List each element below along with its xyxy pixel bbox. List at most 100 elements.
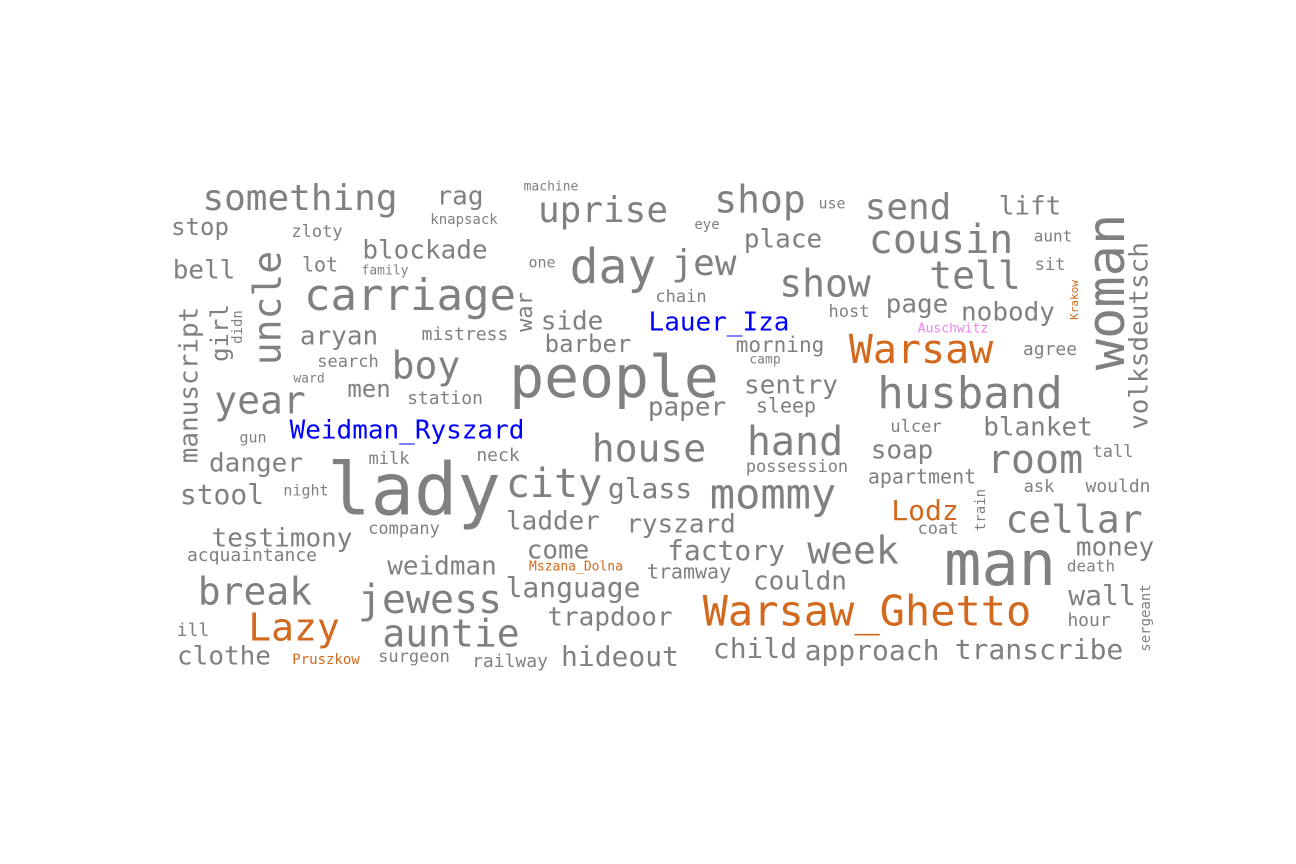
- cloud-word-station: station: [407, 388, 483, 409]
- cloud-word-stop: stop: [171, 213, 229, 241]
- cloud-word-jew: jew: [671, 243, 736, 284]
- cloud-word-wall: wall: [1068, 579, 1135, 612]
- cloud-word-woman: woman: [1077, 214, 1137, 371]
- cloud-word-lazy: Lazy: [248, 606, 340, 650]
- cloud-word-mommy: mommy: [710, 470, 836, 519]
- cloud-word-sit: sit: [1035, 255, 1066, 275]
- cloud-word-railway: railway: [472, 651, 548, 672]
- cloud-word-danger: danger: [209, 449, 303, 479]
- cloud-word-death: death: [1067, 557, 1115, 576]
- cloud-word-money: money: [1076, 533, 1154, 563]
- cloud-word-blanket: blanket: [983, 413, 1093, 443]
- cloud-word-aryan: aryan: [300, 322, 378, 352]
- cloud-word-manuscript: manuscript: [175, 307, 205, 464]
- cloud-word-lodz: Lodz: [891, 494, 958, 527]
- cloud-word-house: house: [592, 427, 706, 471]
- cloud-word-didn: didn: [230, 310, 246, 344]
- cloud-word-carriage: carriage: [304, 270, 516, 321]
- cloud-word-boy: boy: [392, 344, 461, 388]
- cloud-word-train: train: [973, 489, 989, 531]
- cloud-word-apartment: apartment: [868, 465, 976, 489]
- cloud-word-side: side: [541, 307, 604, 337]
- cloud-word-camp: camp: [749, 353, 780, 368]
- cloud-word-men: men: [347, 375, 390, 403]
- cloud-word-lift: lift: [999, 192, 1062, 222]
- cloud-word-nobody: nobody: [961, 298, 1055, 328]
- cloud-word-stool: stool: [180, 478, 264, 511]
- cloud-word-mszana-dolna: Mszana_Dolna: [529, 560, 623, 575]
- cloud-word-something: something: [202, 178, 397, 219]
- cloud-word-hour: hour: [1067, 610, 1111, 631]
- cloud-word-tall: tall: [1093, 442, 1134, 462]
- cloud-word-cellar: cellar: [1005, 498, 1142, 542]
- cloud-word-wouldn: wouldn: [1085, 476, 1150, 497]
- cloud-word-break: break: [198, 570, 313, 614]
- cloud-word-girl: girl: [206, 304, 234, 362]
- cloud-word-uprise: uprise: [538, 190, 668, 231]
- cloud-word-chain: chain: [655, 287, 706, 307]
- cloud-word-morning: morning: [736, 333, 825, 357]
- cloud-word-testimony: testimony: [212, 524, 353, 554]
- cloud-word-possession: possession: [746, 457, 848, 477]
- cloud-word-auntie: auntie: [382, 612, 519, 656]
- cloud-word-rag: rag: [437, 182, 484, 212]
- cloud-word-host: host: [829, 302, 870, 322]
- cloud-word-room: room: [987, 437, 1083, 483]
- cloud-word-day: day: [570, 239, 657, 295]
- cloud-word-clothe: clothe: [177, 642, 271, 672]
- cloud-word-cousin: cousin: [869, 217, 1014, 263]
- cloud-word-year: year: [214, 379, 306, 423]
- cloud-word-surgeon: surgeon: [378, 647, 450, 667]
- cloud-word-hideout: hideout: [561, 640, 679, 673]
- cloud-word-gun: gun: [239, 429, 266, 447]
- cloud-word-sentry: sentry: [744, 371, 838, 401]
- cloud-word-ask: ask: [1024, 477, 1055, 497]
- cloud-word-trapdoor: trapdoor: [547, 603, 672, 633]
- cloud-word-city: city: [506, 461, 602, 507]
- cloud-word-shop: shop: [714, 178, 806, 222]
- cloud-word-eye: eye: [694, 217, 719, 233]
- cloud-word-language: language: [506, 571, 641, 604]
- cloud-word-lady: lady: [327, 448, 500, 532]
- cloud-word-approach: approach: [805, 634, 940, 667]
- cloud-word-lot: lot: [302, 253, 338, 277]
- cloud-word-barber: barber: [545, 330, 632, 358]
- cloud-word-auschwitz: Auschwitz: [918, 322, 988, 337]
- cloud-word-show: show: [779, 262, 871, 306]
- cloud-word-machine: machine: [524, 180, 579, 195]
- cloud-word-tramway: tramway: [647, 560, 731, 584]
- cloud-word-couldn: couldn: [753, 567, 847, 597]
- cloud-word-lauer-iza: Lauer_Iza: [649, 308, 790, 338]
- cloud-word-zloty: zloty: [291, 222, 342, 242]
- cloud-word-use: use: [818, 195, 845, 213]
- cloud-word-soap: soap: [871, 436, 934, 466]
- cloud-word-transcribe: transcribe: [955, 633, 1124, 666]
- cloud-word-uncle: uncle: [246, 251, 290, 365]
- cloud-word-blockade: blockade: [362, 236, 487, 266]
- cloud-word-come: come: [527, 536, 590, 566]
- cloud-word-war: war: [513, 292, 538, 332]
- cloud-word-ill: ill: [177, 620, 210, 641]
- cloud-word-factory: factory: [667, 534, 785, 567]
- cloud-word-send: send: [865, 187, 952, 228]
- cloud-word-family: family: [362, 264, 409, 279]
- cloud-word-week: week: [807, 529, 899, 573]
- cloud-word-page: page: [886, 290, 949, 320]
- cloud-word-people: people: [509, 343, 719, 411]
- cloud-word-glass: glass: [608, 472, 692, 505]
- cloud-word-warsaw: Warsaw: [849, 327, 994, 373]
- cloud-word-ladder: ladder: [506, 507, 600, 537]
- cloud-word-coat: coat: [918, 519, 959, 539]
- cloud-word-weidman: weidman: [387, 552, 497, 582]
- cloud-word-one: one: [528, 254, 555, 272]
- cloud-word-company: company: [368, 519, 440, 539]
- cloud-word-ward: ward: [293, 372, 324, 387]
- cloud-word-child: child: [713, 632, 797, 665]
- cloud-word-volksdeutsch: volksdeutsch: [1125, 242, 1155, 430]
- cloud-word-jewess: jewess: [358, 577, 503, 623]
- cloud-word-agree: agree: [1023, 339, 1077, 360]
- cloud-word-hand: hand: [747, 419, 843, 465]
- cloud-word-krakow: Krakow: [1068, 280, 1081, 320]
- cloud-word-search: search: [317, 352, 378, 372]
